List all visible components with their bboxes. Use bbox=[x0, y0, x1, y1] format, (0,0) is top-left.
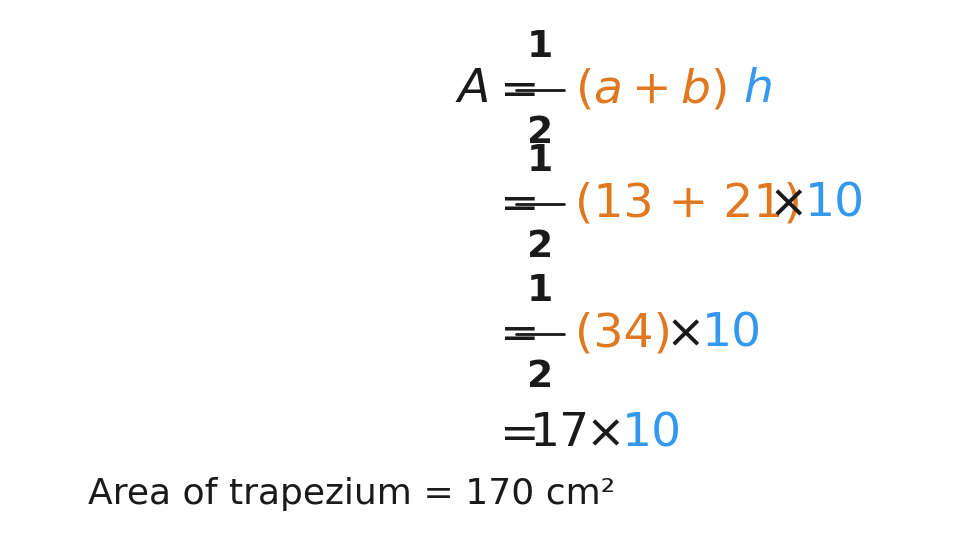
Text: 2: 2 bbox=[527, 115, 553, 151]
Text: 1: 1 bbox=[527, 143, 553, 180]
Text: (13 + 21): (13 + 21) bbox=[575, 182, 802, 227]
Text: $\mathit{(a + b)}$: $\mathit{(a + b)}$ bbox=[575, 68, 727, 113]
Text: 10: 10 bbox=[622, 412, 682, 457]
Text: $=$: $=$ bbox=[490, 68, 536, 113]
Text: Area of trapezium = 170 cm²: Area of trapezium = 170 cm² bbox=[88, 477, 615, 511]
Text: $\times$: $\times$ bbox=[665, 311, 700, 356]
Text: 2: 2 bbox=[527, 358, 553, 395]
Text: 10: 10 bbox=[805, 182, 865, 227]
Text: (34): (34) bbox=[575, 311, 672, 356]
Text: $=$: $=$ bbox=[490, 311, 536, 356]
Text: $=$: $=$ bbox=[490, 412, 536, 457]
Text: 1: 1 bbox=[527, 273, 553, 309]
Text: $\times$: $\times$ bbox=[585, 412, 620, 457]
Text: 17: 17 bbox=[530, 412, 590, 457]
Text: $\it{A}$: $\it{A}$ bbox=[455, 68, 489, 113]
Text: $\mathit{h}$: $\mathit{h}$ bbox=[743, 68, 772, 113]
Text: $=$: $=$ bbox=[490, 182, 536, 227]
Text: 10: 10 bbox=[702, 311, 762, 356]
Text: 1: 1 bbox=[527, 29, 553, 65]
Text: $\times$: $\times$ bbox=[768, 182, 803, 227]
Text: 2: 2 bbox=[527, 229, 553, 265]
